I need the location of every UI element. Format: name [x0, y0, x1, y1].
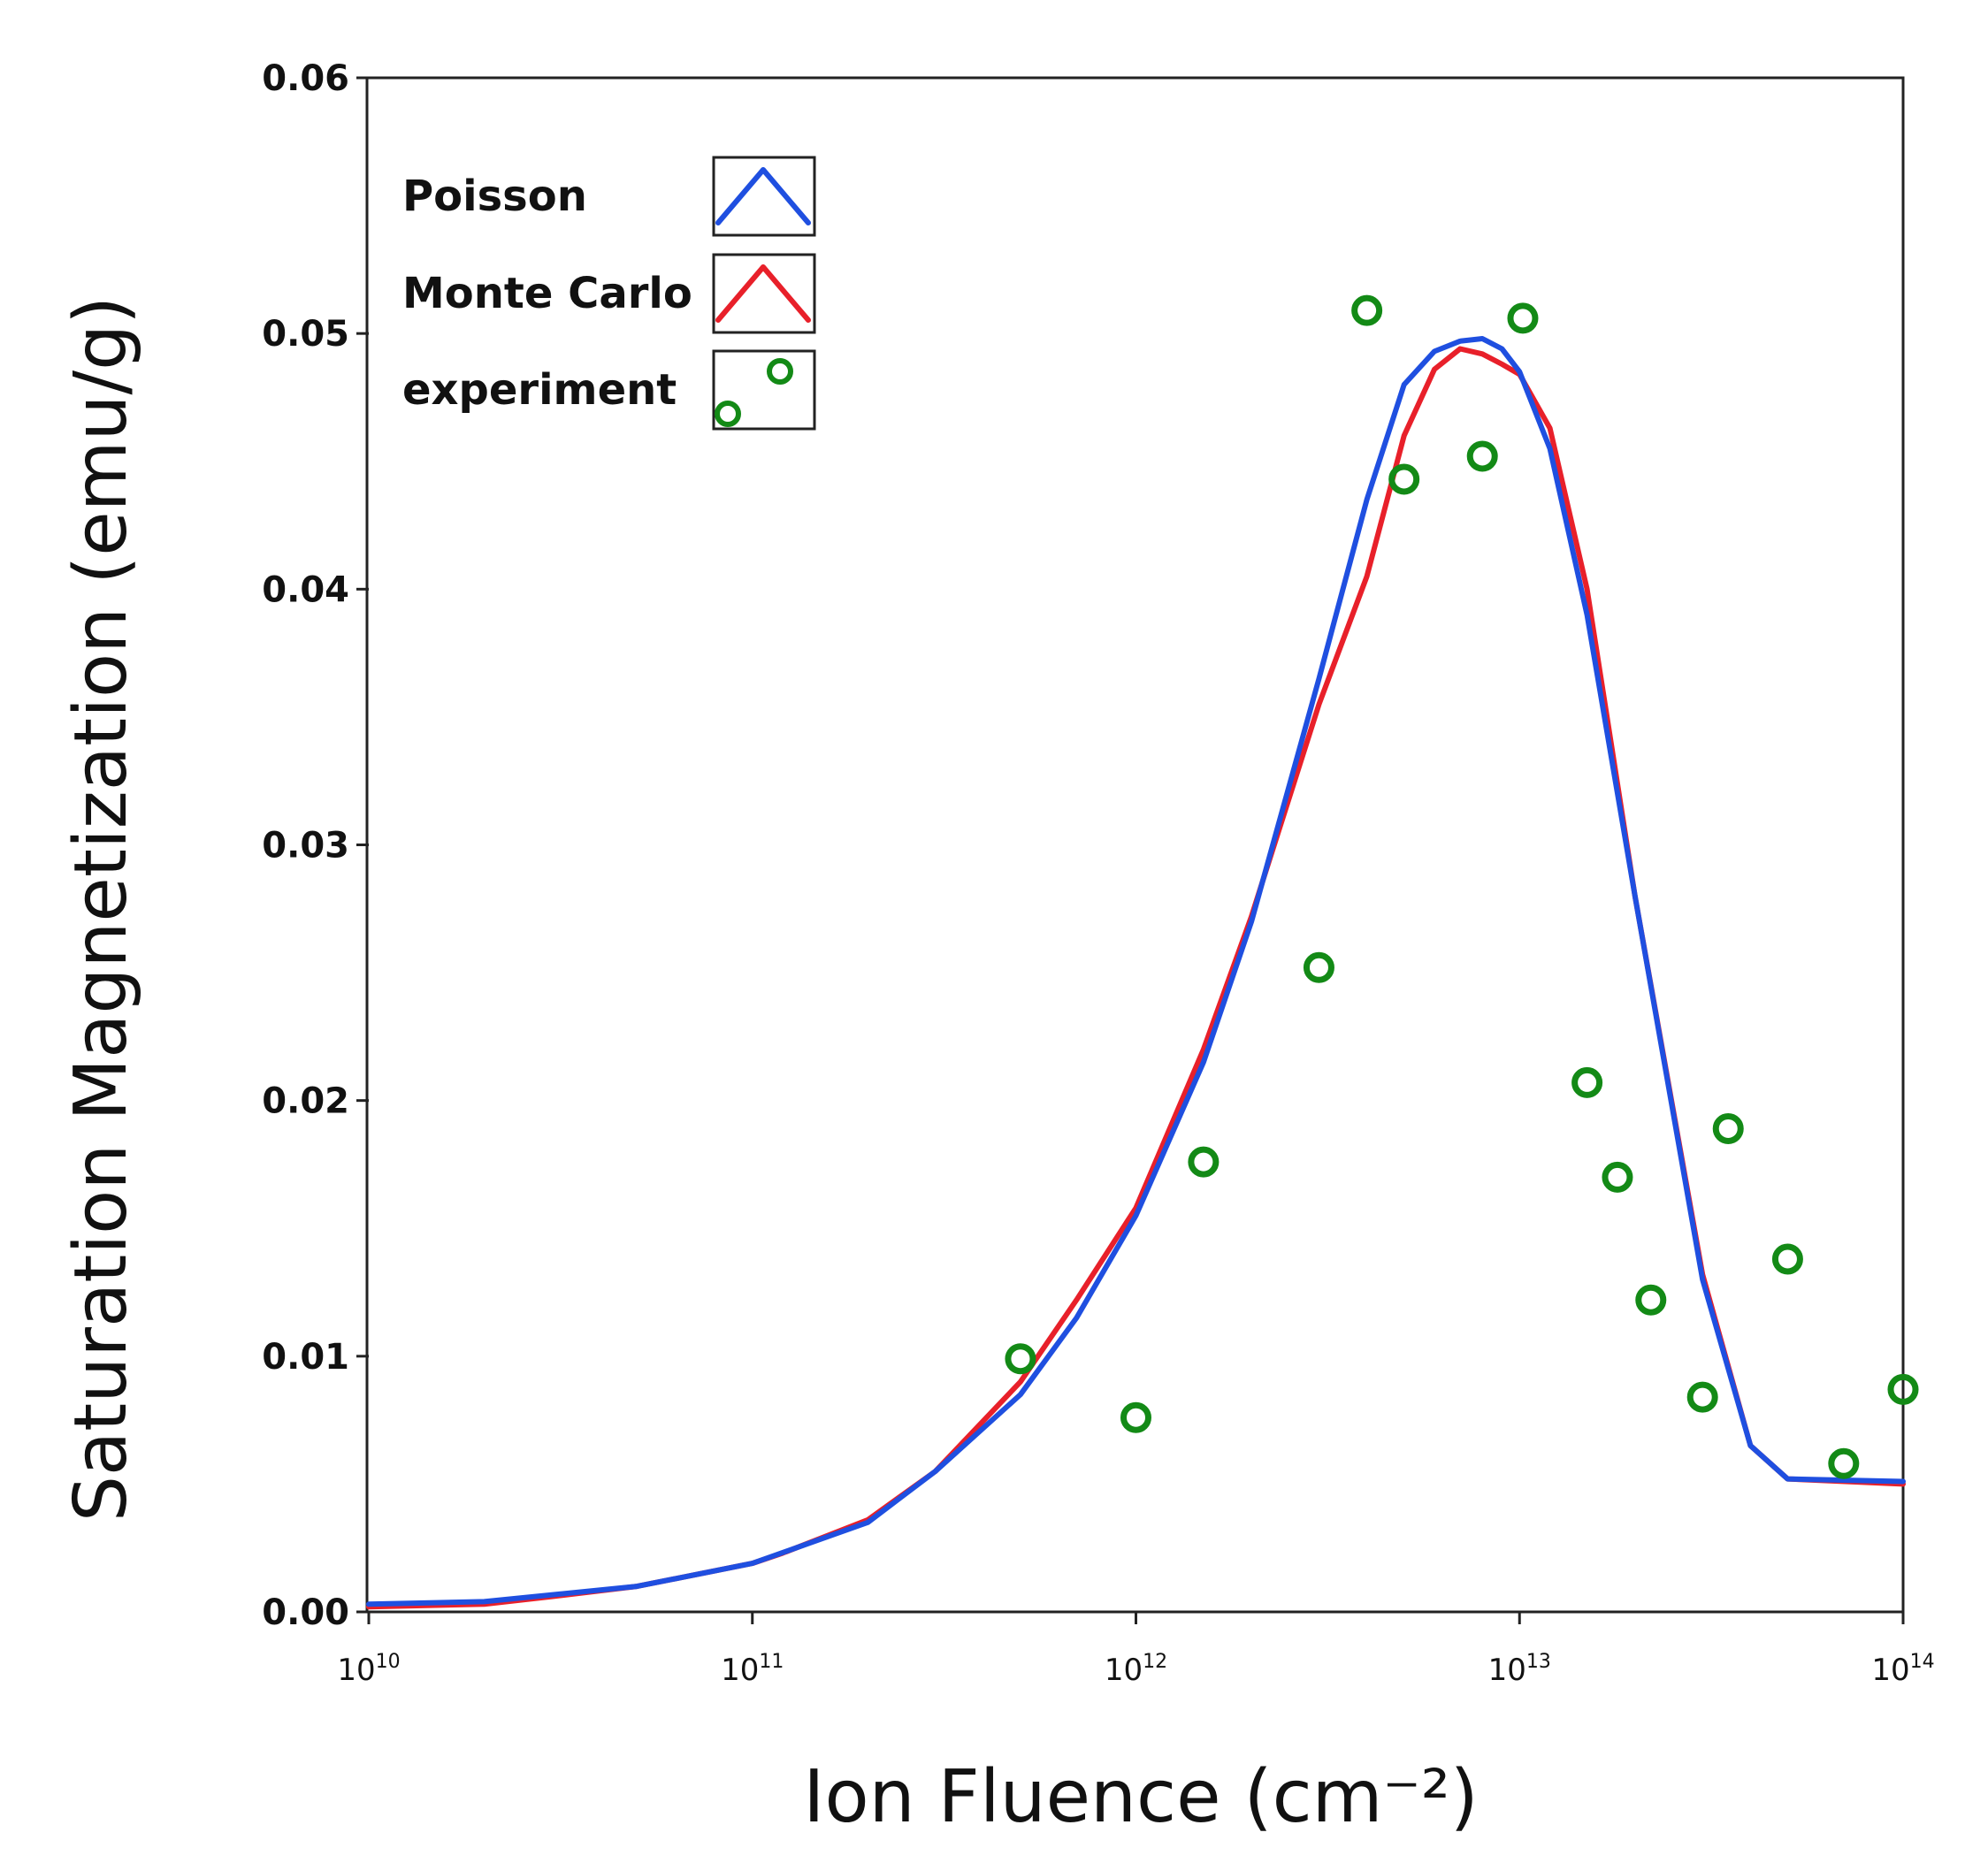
- legend-marker-experiment: [715, 401, 741, 427]
- legend-line-monte-carlo: [715, 264, 811, 323]
- x-tick-label: 1013: [1488, 1651, 1551, 1688]
- experiment-point: [1351, 294, 1383, 326]
- experiment-point: [1005, 1343, 1036, 1375]
- y-tick-label: 0.02: [262, 1081, 349, 1122]
- y-tick-label: 0.00: [262, 1592, 349, 1633]
- experiment-point: [1507, 302, 1539, 334]
- experiment-point: [1771, 1243, 1803, 1275]
- series-line-monte-carlo: [366, 346, 1906, 1610]
- legend-label-poisson: Poisson: [402, 172, 587, 221]
- experiment-point: [1120, 1401, 1151, 1433]
- legend-label-experiment: experiment: [402, 365, 677, 415]
- experiment-point: [1887, 1373, 1919, 1405]
- legend-line-poisson: [715, 167, 811, 225]
- x-tick-label: 1014: [1871, 1651, 1934, 1688]
- x-tick-label: 1011: [721, 1651, 784, 1688]
- legend-marker-experiment: [767, 358, 793, 385]
- x-tick-label: 1010: [337, 1651, 400, 1688]
- legend: Poisson Monte Carlo experiment: [402, 156, 816, 431]
- experiment-point: [1712, 1112, 1744, 1144]
- y-tick-label: 0.05: [262, 314, 349, 355]
- legend-swatch-experiment: [712, 349, 816, 431]
- experiment-point: [1571, 1066, 1603, 1098]
- y-tick-label: 0.06: [262, 58, 349, 99]
- series-line-poisson: [366, 336, 1906, 1607]
- y-axis: 0.00 0.01 0.02 0.03 0.04 0.05 0.06: [262, 58, 369, 1633]
- experiment-point: [1686, 1381, 1718, 1413]
- experiment-point: [1388, 463, 1420, 495]
- y-tick-label: 0.03: [262, 826, 349, 867]
- experiment-point: [1303, 951, 1334, 983]
- y-tick-label: 0.01: [262, 1337, 349, 1378]
- series-layer: [366, 294, 1919, 1610]
- x-axis: 1010 1011 1012 1013 1014: [337, 1612, 1935, 1688]
- y-tick-label: 0.04: [262, 569, 349, 610]
- experiment-point: [1828, 1447, 1860, 1479]
- experiment-point: [1188, 1146, 1220, 1178]
- experiment-point: [1466, 440, 1498, 472]
- y-axis-title: Saturation Magnetization (emu/g): [59, 296, 143, 1522]
- x-tick-label: 1012: [1105, 1651, 1167, 1688]
- experiment-point: [1635, 1284, 1667, 1316]
- x-axis-title: Ion Fluence (cm⁻²): [803, 1755, 1478, 1839]
- legend-label-monte-carlo: Monte Carlo: [402, 269, 692, 318]
- experiment-point: [1602, 1161, 1633, 1193]
